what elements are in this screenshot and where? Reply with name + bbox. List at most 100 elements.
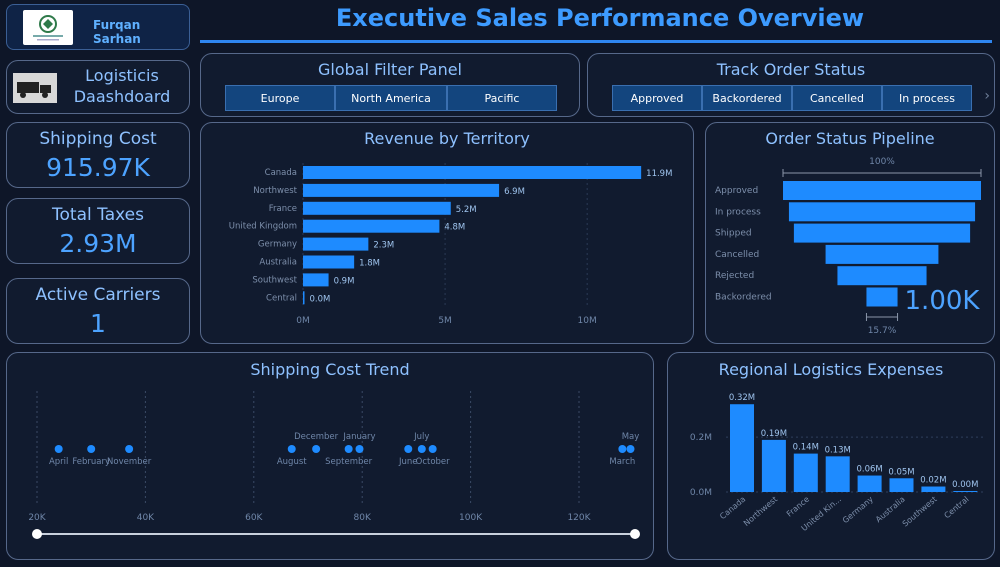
status-backordered[interactable]: Backordered — [702, 85, 792, 111]
truck-icon — [13, 73, 57, 103]
university-seal-icon — [23, 10, 73, 45]
revenue-category-label: Northwest — [253, 186, 297, 196]
pipeline-stage-bar — [793, 223, 971, 243]
kpi-value: 2.93M — [59, 229, 137, 258]
trend-title: Shipping Cost Trend — [250, 360, 410, 379]
pipeline-stage-label: Approved — [715, 186, 758, 196]
trend-point-label: October — [416, 457, 451, 467]
trend-point — [312, 445, 321, 453]
trend-point-label: December — [294, 432, 339, 442]
pipeline-top-label: 100% — [869, 157, 895, 167]
pipeline-stage-bar — [788, 202, 976, 222]
page-title: Executive Sales Performance Overview — [335, 4, 865, 32]
kpi-total-taxes: Total Taxes 2.93M — [6, 198, 190, 264]
expenses-bar — [825, 456, 850, 492]
revenue-category-label: Germany — [258, 240, 297, 250]
revenue-data-label: 1.8M — [359, 259, 380, 269]
region-filter-buttons: Europe North America Pacific — [225, 85, 557, 111]
revenue-bar — [303, 255, 355, 269]
trend-tick-label: 20K — [28, 513, 46, 523]
revenue-tick-label: 5M — [438, 316, 452, 326]
kpi-value: 1 — [90, 309, 106, 338]
kpi-label: Shipping Cost — [39, 129, 157, 149]
trend-point-label: July — [413, 432, 429, 442]
pipeline-stage-bar — [825, 244, 939, 264]
trend-slider-handle-left — [32, 529, 42, 539]
filter-pacific[interactable]: Pacific — [447, 85, 557, 111]
expenses-data-label: 0.05M — [888, 467, 914, 477]
filter-north-america[interactable]: North America — [335, 85, 447, 111]
revenue-data-label: 11.9M — [646, 169, 672, 179]
trend-point — [626, 445, 635, 453]
revenue-category-label: Canada — [265, 168, 297, 178]
pipeline-stage-label: Cancelled — [715, 250, 759, 260]
expenses-data-label: 0.19M — [761, 429, 787, 439]
status-in-process[interactable]: In process — [882, 85, 972, 111]
revenue-tick-label: 10M — [578, 316, 597, 326]
pipeline-bottom-label: 15.7% — [868, 326, 897, 336]
trend-point — [618, 445, 627, 453]
revenue-tick-label: 0M — [296, 316, 310, 326]
revenue-category-label: Australia — [259, 258, 297, 268]
kpi-shipping-cost: Shipping Cost 915.97K — [6, 122, 190, 188]
trend-slider-handle-right — [630, 529, 640, 539]
pipeline-stage-bar — [783, 181, 981, 200]
expenses-bar — [857, 475, 882, 492]
trend-point — [344, 445, 353, 453]
expenses-bar — [730, 404, 754, 492]
brand-line2: Daashdoard — [73, 87, 171, 106]
revenue-bar — [303, 291, 305, 305]
trend-point-label: March — [609, 457, 635, 467]
trend-point — [125, 445, 134, 453]
expenses-bar — [761, 439, 786, 492]
expenses-tick-label: 0.0M — [690, 488, 712, 498]
pipeline-stage-label: In process — [715, 207, 761, 217]
trend-point — [355, 445, 364, 453]
revenue-category-label: United Kingdom — [229, 222, 297, 232]
revenue-data-label: 2.3M — [373, 241, 394, 251]
filter-europe[interactable]: Europe — [225, 85, 335, 111]
pipeline-stage-bar — [866, 287, 898, 307]
expenses-data-label: 0.32M — [729, 393, 755, 403]
order-status-filter: Track Order Status Approved Backordered … — [587, 53, 995, 117]
kpi-label: Active Carriers — [35, 285, 161, 305]
pipeline-stage-bar — [837, 266, 927, 286]
revenue-bar — [303, 183, 500, 197]
trend-tick-label: 80K — [354, 513, 372, 523]
expenses-data-label: 0.02M — [920, 476, 946, 486]
revenue-chart: 0M 5M 10M Canada 11.9M Northwest 6.9M France 5.2… — [229, 163, 672, 326]
expenses-category-label: Central — [942, 495, 970, 521]
status-cancelled[interactable]: Cancelled — [792, 85, 882, 111]
revenue-bar — [303, 237, 369, 251]
expenses-data-label: 0.14M — [793, 443, 819, 453]
brand-card: Logisticis Daashdoard — [6, 60, 190, 114]
expenses-bar — [921, 486, 946, 492]
expenses-category-label: Germany — [841, 494, 875, 525]
revenue-category-label: Southwest — [252, 275, 297, 285]
status-approved[interactable]: Approved — [612, 85, 702, 111]
author-card: Furqan Sarhan — [6, 4, 190, 50]
author-name: Furqan Sarhan — [93, 18, 141, 46]
order-status-buttons: Approved Backordered Cancelled In proces… — [612, 85, 972, 111]
trend-tick-label: 40K — [137, 513, 155, 523]
global-filter-panel: Global Filter Panel Europe North America… — [200, 53, 580, 117]
expenses-category-label: Canada — [718, 495, 747, 522]
expenses-bar — [953, 491, 978, 492]
pipeline-stage-label: Rejected — [715, 271, 754, 281]
expenses-title: Regional Logistics Expenses — [718, 360, 944, 379]
expenses-data-label: 0.00M — [952, 480, 978, 490]
revenue-data-label: 5.2M — [456, 205, 477, 215]
expenses-category-label: Southwest — [901, 495, 939, 529]
trend-tick-label: 100K — [459, 513, 483, 523]
trend-point-label: April — [49, 457, 68, 467]
trend-point-label: February — [72, 457, 110, 467]
trend-point — [428, 445, 437, 453]
trend-point — [417, 445, 426, 453]
revenue-bar — [303, 219, 440, 233]
pipeline-stage-label: Backordered — [715, 293, 772, 303]
chevron-right-icon[interactable]: › — [984, 88, 990, 104]
trend-point — [287, 445, 296, 453]
trend-point-label: May — [622, 432, 640, 442]
pipeline-stage-label: Shipped — [715, 229, 752, 239]
title-underline — [200, 40, 992, 43]
